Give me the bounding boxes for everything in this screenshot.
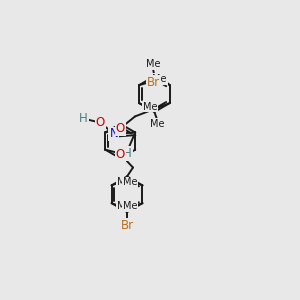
Text: Me: Me bbox=[146, 59, 160, 69]
Text: H: H bbox=[123, 147, 132, 160]
Text: Me: Me bbox=[123, 177, 137, 188]
Text: Me: Me bbox=[150, 119, 165, 129]
Text: Me: Me bbox=[123, 201, 137, 211]
Text: H: H bbox=[79, 112, 88, 125]
Text: O: O bbox=[116, 148, 125, 161]
Text: Me: Me bbox=[117, 201, 131, 211]
Text: Br: Br bbox=[147, 76, 160, 89]
Text: Me: Me bbox=[152, 74, 167, 84]
Text: O: O bbox=[96, 116, 105, 129]
Text: Br: Br bbox=[121, 219, 134, 232]
Text: O: O bbox=[116, 122, 125, 135]
Text: Me: Me bbox=[143, 102, 158, 112]
Text: N: N bbox=[110, 128, 118, 140]
Text: Me: Me bbox=[117, 177, 131, 188]
